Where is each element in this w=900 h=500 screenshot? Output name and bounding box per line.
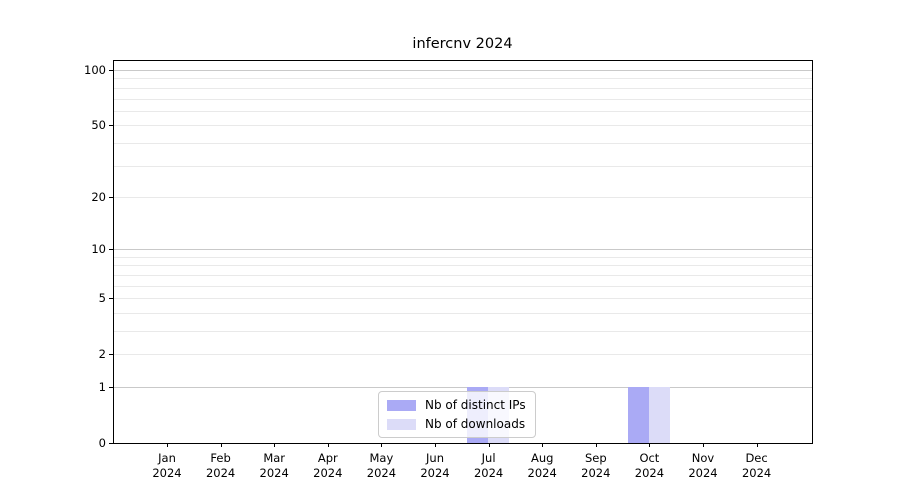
y-tick: [109, 249, 113, 250]
month-label: Dec: [745, 451, 768, 465]
y-gridline-minor: [114, 78, 812, 80]
y-tick: [109, 354, 113, 355]
month-label: Jun: [426, 451, 444, 465]
y-gridline-minor: [114, 274, 812, 276]
y-gridline-minor: [114, 87, 812, 89]
x-tick-label: May 2024: [349, 451, 413, 481]
legend-label-distinct-ips: Nb of distinct IPs: [425, 398, 526, 412]
x-tick: [274, 443, 276, 447]
x-tick-label: Sep 2024: [564, 451, 628, 481]
year-label: 2024: [688, 466, 718, 480]
month-label: Nov: [691, 451, 715, 465]
year-label: 2024: [366, 466, 397, 480]
y-tick: [109, 443, 113, 444]
month-label: Apr: [317, 451, 338, 465]
y-gridline-minor: [114, 98, 812, 100]
year-label: 2024: [259, 466, 289, 480]
x-tick-label: Jun 2024: [403, 451, 467, 481]
y-gridline-minor: [114, 265, 812, 267]
year-label: 2024: [527, 466, 557, 480]
x-tick: [381, 443, 383, 447]
y-tick-label: 2: [98, 347, 106, 362]
legend-item-downloads: Nb of downloads: [387, 417, 526, 431]
y-gridline-minor: [114, 165, 812, 167]
y-gridline-minor: [114, 312, 812, 314]
x-tick-label: Jul 2024: [457, 451, 521, 481]
month-label: Jan: [158, 451, 176, 465]
legend-label-downloads: Nb of downloads: [425, 417, 526, 431]
legend: Nb of distinct IPs Nb of downloads: [378, 391, 536, 438]
chart-title: infercnv 2024: [412, 36, 513, 52]
y-tick-label: 1: [98, 380, 106, 394]
y-tick: [109, 298, 113, 299]
y-tick-label: 50: [91, 118, 106, 133]
x-tick: [220, 443, 222, 447]
x-tick-label: Dec 2024: [725, 451, 789, 481]
bar-downloads-oct: [648, 387, 671, 443]
month-label: Aug: [530, 451, 554, 465]
month-label: Oct: [639, 451, 660, 465]
y-gridline-minor: [114, 125, 812, 127]
y-tick: [109, 70, 113, 71]
y-gridline-minor: [114, 256, 812, 258]
month-label: Sep: [584, 451, 607, 465]
x-tick-label: Feb 2024: [189, 451, 253, 481]
year-label: 2024: [313, 466, 343, 480]
month-label: Feb: [210, 451, 231, 465]
x-tick: [542, 443, 544, 447]
x-tick-label: Jan 2024: [135, 451, 199, 481]
y-gridline-major: [114, 70, 812, 71]
y-tick-label: 100: [84, 63, 106, 77]
y-tick: [109, 387, 113, 388]
bar-distinct-ips-oct: [627, 387, 649, 443]
x-tick: [756, 443, 758, 447]
x-tick: [488, 443, 490, 447]
y-tick: [109, 125, 113, 126]
y-tick-label: 10: [91, 242, 106, 257]
x-tick: [167, 443, 168, 447]
x-tick-label: Nov 2024: [671, 451, 735, 481]
y-gridline-minor: [114, 196, 812, 198]
legend-swatch-downloads: [387, 418, 416, 430]
y-gridline-minor: [114, 354, 812, 356]
x-tick: [703, 443, 704, 447]
year-label: 2024: [152, 466, 182, 480]
y-gridline-minor: [114, 110, 812, 112]
y-gridline-major: [114, 387, 812, 388]
x-tick: [327, 443, 329, 447]
legend-item-distinct-ips: Nb of distinct IPs: [387, 398, 526, 412]
month-label: Jul: [481, 451, 496, 465]
y-tick-label: 20: [91, 189, 106, 204]
plot-area: [113, 60, 813, 444]
y-tick-label: 0: [98, 436, 106, 450]
year-label: 2024: [741, 466, 772, 480]
year-label: 2024: [473, 466, 504, 480]
year-label: 2024: [420, 466, 450, 480]
plot-inner: [113, 60, 813, 444]
month-label: Mar: [263, 451, 286, 465]
y-tick-label: 5: [98, 291, 106, 306]
month-label: May: [369, 451, 394, 465]
x-tick: [435, 443, 436, 447]
x-tick-label: Apr 2024: [296, 451, 360, 481]
year-label: 2024: [634, 466, 665, 480]
y-gridline-minor: [114, 331, 812, 332]
x-tick-label: Oct 2024: [617, 451, 681, 481]
x-tick-label: Mar 2024: [242, 451, 306, 481]
x-tick-label: Aug 2024: [510, 451, 574, 481]
y-gridline-minor: [114, 298, 812, 300]
legend-swatch-distinct-ips: [387, 399, 416, 411]
x-tick: [595, 443, 597, 447]
year-label: 2024: [205, 466, 236, 480]
y-tick: [109, 197, 113, 198]
x-tick: [649, 443, 651, 447]
y-gridline-minor: [114, 285, 812, 287]
year-label: 2024: [581, 466, 611, 480]
y-gridline-major: [114, 249, 812, 251]
y-gridline-minor: [114, 142, 812, 144]
